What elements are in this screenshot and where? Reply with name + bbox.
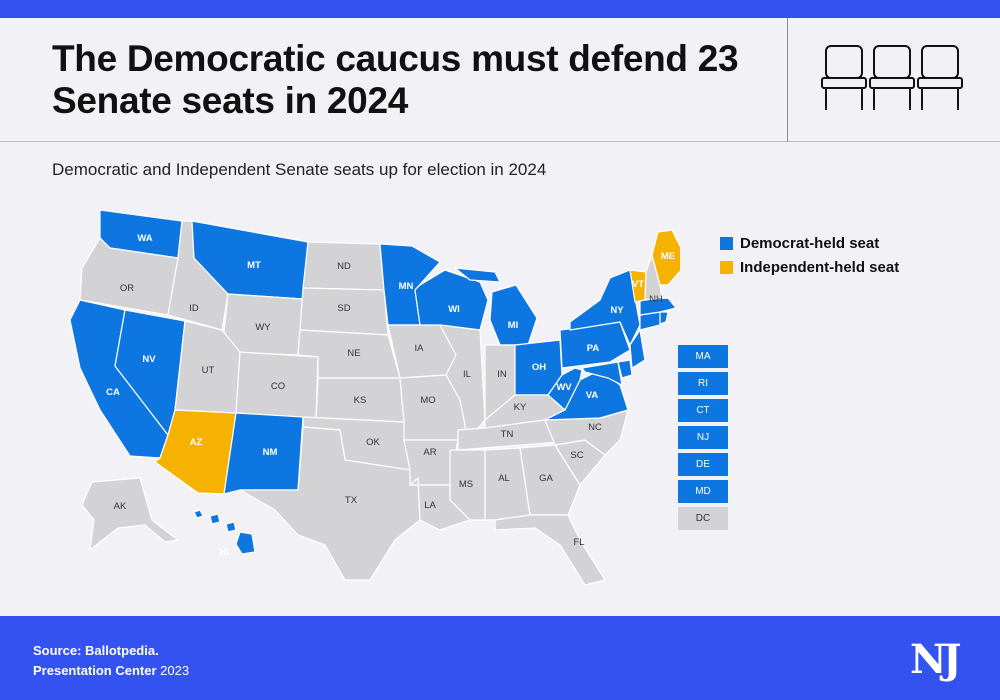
small-state-box: RI [678,372,728,395]
state-label: ID [189,303,199,314]
map-legend: Democrat-held seat Independent-held seat [720,231,899,279]
credit-year: 2023 [156,663,190,678]
state-label: NH [649,294,663,305]
header-divider [787,18,788,142]
state-label: SC [570,450,583,461]
legend-label: Democrat-held seat [740,234,880,252]
state-GA [519,444,581,516]
small-states-boxes: MA RI CT NJ DE MD DC [678,345,728,534]
state-label: OK [366,437,380,448]
legend-label: Independent-held seat [740,258,900,276]
state-label: UT [202,365,215,376]
header: The Democratic caucus must defend 23 Sen… [0,18,1000,142]
state-TX [239,426,421,581]
state-label: AZ [190,437,203,448]
small-state-box: NJ [678,426,728,449]
state-label: MO [420,395,435,406]
state-label: NE [347,348,360,359]
state-label: TX [345,495,358,506]
state-NH [644,254,663,301]
state-label: ME [661,251,675,262]
state-AK [81,477,179,551]
legend-item-independent: Independent-held seat [720,255,899,279]
state-HI [193,509,256,555]
state-labels: WA OR CA ID NV MT WY UT AZ CO NM ND SD N… [106,233,675,558]
small-state-box: MA [678,345,728,368]
chairs-icon [821,45,963,110]
state-label: WY [255,322,271,333]
state-DE [617,359,633,379]
state-label: HI [219,547,229,558]
state-IL [439,324,486,441]
state-label: IL [463,369,471,380]
state-label: TN [501,429,514,440]
small-state-box: DC [678,507,728,530]
state-label: PA [587,343,600,354]
small-state-box: MD [678,480,728,503]
state-label: ND [337,261,351,272]
legend-swatch [720,260,733,274]
state-label: NM [263,447,278,458]
credit-name: Presentation Center [33,663,157,678]
state-label: NV [142,354,156,365]
state-label: CA [106,387,120,398]
state-label: MI [508,320,519,331]
us-senate-map: WA OR CA ID NV MT WY UT AZ CO NM ND SD N… [69,209,680,586]
state-MD [581,361,623,386]
legend-swatch [720,236,733,250]
state-label: OR [120,283,134,294]
state-MA [639,297,677,316]
state-label: FL [573,537,584,548]
state-label: VA [586,390,599,401]
source-text: Source: Ballotpedia. [33,643,159,658]
state-label: MN [399,281,414,292]
state-label: OH [532,362,546,373]
state-label: MT [247,260,261,271]
state-RI [659,311,669,325]
state-ME [651,229,680,286]
small-state-box: CT [678,399,728,422]
state-label: AR [423,447,436,458]
nj-logo: NJ [910,636,961,683]
state-NJ [629,329,646,369]
state-label: NC [588,422,602,433]
state-label: NY [610,305,624,316]
state-label: AK [114,501,127,512]
top-accent-bar [0,0,1000,18]
state-label: KY [514,402,527,413]
state-label: WI [448,304,460,315]
page-title: The Democratic caucus must defend 23 Sen… [52,38,739,121]
state-label: WV [556,382,572,393]
state-label: SD [337,303,350,314]
state-label: KS [354,395,367,406]
state-label: CO [271,381,285,392]
state-label: WA [137,233,152,244]
footer: Source: Ballotpedia. Presentation Center… [0,616,1000,700]
presentation-center-credit: Presentation Center 2023 [33,663,189,678]
state-label: LA [424,500,436,511]
state-label: IA [415,343,425,354]
state-label: MS [459,479,473,490]
state-label: VT [632,279,644,290]
state-WV [547,367,583,411]
state-label: GA [539,473,553,484]
state-label: IN [497,369,507,380]
small-state-box: DE [678,453,728,476]
state-label: AL [498,473,510,484]
state-FL [494,514,606,586]
map-subtitle: Democratic and Independent Senate seats … [52,160,547,179]
legend-item-democrat: Democrat-held seat [720,231,899,255]
